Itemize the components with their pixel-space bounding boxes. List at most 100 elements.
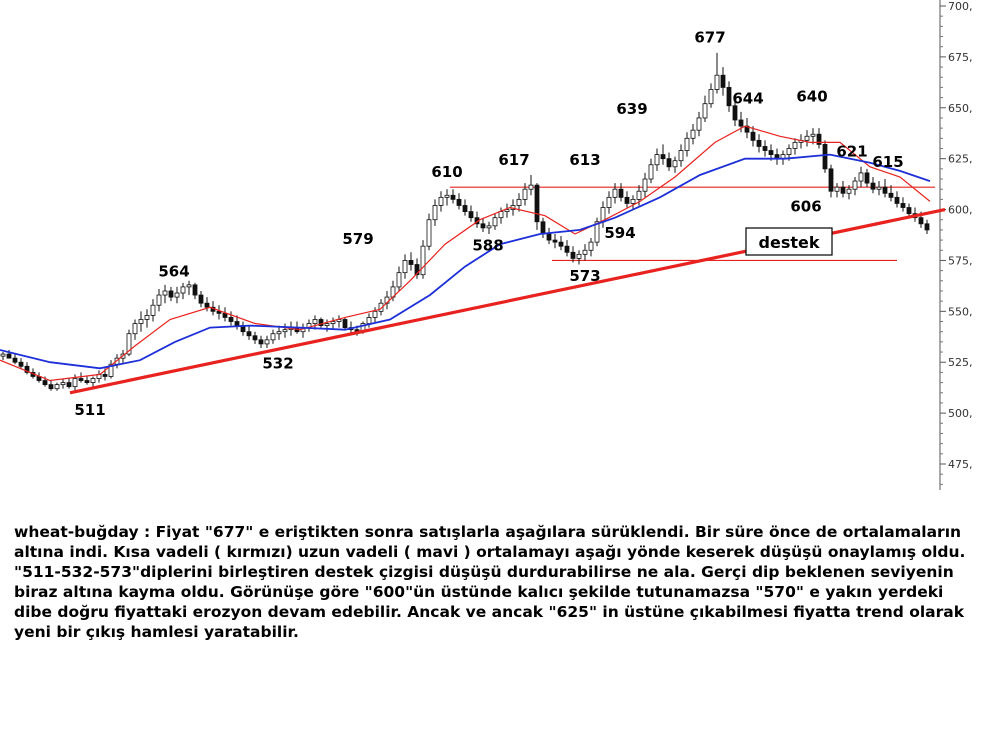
candle-body <box>672 160 678 168</box>
candle-body <box>450 194 456 200</box>
candle-body <box>864 172 870 184</box>
price-chart: 700, 675, 650, 625, 600, 575, 550, 525, 500, 475,… <box>0 0 973 490</box>
candle-body <box>858 172 864 182</box>
candle-body <box>888 192 894 198</box>
y-axis-ticks: 700, 675, 650, 625, 600, 575, 550, 525, 500, 475, <box>940 0 973 485</box>
candle-body <box>720 74 726 88</box>
candle-body <box>738 119 744 127</box>
candle-body <box>102 374 108 377</box>
y-tick-label: 650, <box>948 102 973 115</box>
candle-body <box>636 190 642 200</box>
candle-body <box>666 158 672 168</box>
candle-body <box>804 135 810 141</box>
peak-label: 617 <box>498 151 529 169</box>
candle-body <box>78 378 84 381</box>
candle-body <box>132 323 138 335</box>
peak-label: 644 <box>732 90 763 108</box>
candle-body <box>822 144 828 170</box>
y-tick-label: 500, <box>948 407 973 420</box>
candle-body <box>870 182 876 190</box>
candle-body <box>768 150 774 155</box>
candle-body <box>60 382 66 386</box>
candle-body <box>654 154 660 166</box>
candle-body <box>192 284 198 296</box>
candle-body <box>564 245 570 253</box>
peak-label: 573 <box>569 267 600 285</box>
candle-body <box>270 333 276 341</box>
candle-body <box>198 294 204 304</box>
candle-body <box>918 217 924 225</box>
candle-body <box>414 264 420 276</box>
candle-body <box>516 198 522 206</box>
candlesticks <box>0 52 930 391</box>
candle-body <box>558 241 564 247</box>
candle-body <box>612 188 618 198</box>
candle-body <box>702 103 708 119</box>
candle-body <box>48 384 54 390</box>
candle-body <box>810 133 816 137</box>
candle-body <box>678 150 684 162</box>
peak-label: 511 <box>74 401 105 419</box>
candle-body <box>630 198 636 204</box>
candle-body <box>222 312 228 318</box>
candle-body <box>828 168 834 192</box>
candle-body <box>72 378 78 388</box>
candle-body <box>462 205 468 212</box>
candle-body <box>582 249 588 255</box>
peak-label: 677 <box>694 29 725 47</box>
moving-average-line <box>0 125 931 382</box>
candle-body <box>204 302 210 308</box>
peak-label: 606 <box>790 198 821 216</box>
candle-body <box>438 196 444 206</box>
candle-body <box>534 184 540 223</box>
candle-body <box>714 74 720 90</box>
candle-body <box>264 339 270 345</box>
candle-body <box>282 329 288 333</box>
candle-body <box>708 89 714 105</box>
candle-body <box>162 290 168 296</box>
candle-body <box>180 286 186 294</box>
candle-body <box>498 211 504 219</box>
candle-body <box>324 323 330 326</box>
candle-body <box>228 317 234 322</box>
candle-body <box>330 321 336 324</box>
candle-body <box>660 154 666 160</box>
candle-body <box>396 272 402 288</box>
candle-body <box>846 188 852 194</box>
candle-body <box>576 253 582 259</box>
candle-body <box>366 317 372 324</box>
peak-label: 532 <box>262 354 293 372</box>
candle-body <box>108 363 114 377</box>
candle-body <box>606 196 612 208</box>
candle-body <box>150 304 156 316</box>
candle-body <box>684 137 690 151</box>
y-tick-label: 525, <box>948 356 973 369</box>
candle-body <box>342 319 348 329</box>
candle-body <box>12 357 18 363</box>
peak-label: 639 <box>616 100 647 118</box>
y-tick-label: 550, <box>948 305 973 318</box>
candle-body <box>42 380 48 386</box>
candle-body <box>156 294 162 306</box>
candle-body <box>168 290 174 298</box>
candle-body <box>750 131 756 141</box>
candle-body <box>468 211 474 219</box>
peak-label: 613 <box>569 151 600 169</box>
y-tick-label: 675, <box>948 51 973 64</box>
candle-body <box>852 180 858 190</box>
candle-body <box>216 310 222 314</box>
candle-body <box>246 331 252 337</box>
candle-body <box>186 284 192 288</box>
candle-body <box>18 361 24 367</box>
candle-body <box>402 260 408 274</box>
moving-averages <box>0 125 931 382</box>
candle-body <box>252 335 258 341</box>
candle-body <box>900 203 906 208</box>
peak-label: 588 <box>472 236 503 254</box>
candle-body <box>480 223 486 229</box>
candle-body <box>24 365 30 373</box>
candle-body <box>786 148 792 155</box>
candle-body <box>432 205 438 221</box>
candle-body <box>258 339 264 345</box>
y-tick-label: 600, <box>948 204 973 217</box>
